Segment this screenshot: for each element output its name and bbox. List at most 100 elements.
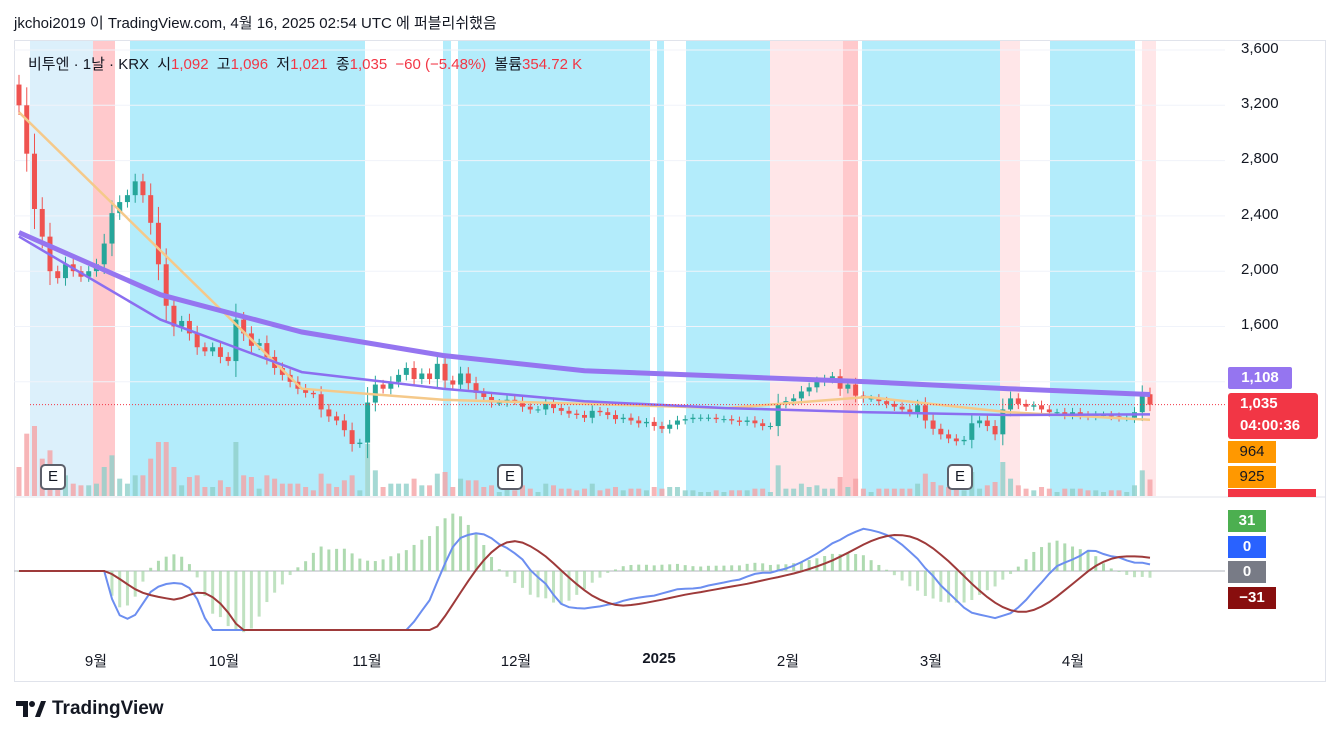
macd-hist-29 [242, 571, 246, 633]
volume-bar-128 [1008, 478, 1014, 496]
candle-body-76 [605, 412, 611, 415]
macd-hist-35 [288, 571, 292, 576]
macd-hist-140 [1102, 563, 1106, 571]
macd-hist-14 [125, 571, 129, 606]
zone-10 [870, 41, 1000, 496]
candle-body-41 [334, 416, 340, 421]
earnings-marker-3[interactable]: E [947, 464, 973, 490]
candle-body-44 [357, 442, 363, 445]
volume-bar-119 [938, 485, 944, 496]
macd-hist-51 [412, 544, 416, 571]
macd-hist-137 [1078, 549, 1082, 571]
open-label: 시 [157, 56, 172, 73]
macd-hist-92 [730, 565, 734, 571]
volume-bar-78 [620, 490, 626, 496]
candle-body-116 [915, 405, 921, 413]
volume-bar-44 [357, 490, 363, 496]
symbol-name[interactable]: 비투엔 · 1날 · KRX [28, 56, 150, 73]
volume-bar-25 [210, 487, 216, 496]
candle-body-134 [1054, 412, 1060, 414]
macd-hist-112 [885, 569, 889, 571]
macd-hist-43 [350, 553, 354, 571]
volume-bar-94 [744, 490, 750, 496]
volume-bar-30 [248, 477, 254, 496]
candle-body-43 [349, 430, 355, 445]
macd-hist-117 [923, 571, 927, 596]
volume-bar-91 [721, 492, 727, 496]
macd-hist-33 [273, 571, 277, 593]
macd-hist-139 [1094, 556, 1098, 571]
macd-hist-108 [854, 554, 858, 571]
volume-bar-1 [24, 433, 30, 496]
zone-6 [686, 41, 770, 496]
publish-header: jkchoi2019 이 TradingView.com, 4월 16, 202… [14, 15, 497, 32]
earnings-marker-1[interactable]: E [40, 464, 66, 490]
candle-body-60 [481, 392, 487, 398]
candle-body-0 [16, 84, 22, 106]
candle-body-85 [674, 420, 680, 425]
volume-bar-84 [667, 487, 673, 496]
zone-5 [657, 41, 664, 496]
zone-8 [843, 41, 858, 496]
candle-body-57 [458, 373, 464, 385]
earnings-marker-2[interactable]: E [497, 464, 523, 490]
candle-body-146 [1147, 394, 1153, 405]
macd-hist-96 [761, 563, 765, 571]
footer-brand[interactable]: TradingView [16, 698, 164, 720]
macd-hist-63 [505, 571, 509, 577]
macd-hist-103 [815, 558, 819, 571]
candle-body-25 [210, 347, 216, 352]
candle-body-113 [891, 403, 897, 407]
macd-hist-122 [962, 571, 966, 603]
time-label-feb: 2월 [776, 653, 800, 670]
volume-bar-12 [109, 455, 115, 496]
candle-body-108 [853, 384, 859, 396]
candles [16, 74, 1153, 459]
candle-body-102 [806, 387, 812, 392]
candle-body-93 [736, 420, 742, 422]
grid [14, 49, 1225, 383]
candle-body-90 [713, 417, 719, 420]
macd-hist-77 [613, 569, 617, 571]
candle-body-12 [109, 213, 115, 244]
volume-bar-133 [1046, 488, 1052, 496]
macd-hist-81 [644, 564, 648, 571]
candle-body-101 [798, 391, 804, 399]
close-value: 1,035 [349, 56, 388, 73]
macd-hist-64 [513, 571, 517, 584]
candle-body-27 [225, 356, 231, 362]
candle-body-61 [489, 397, 495, 403]
volume-bar-61 [489, 485, 495, 496]
macd-hist-54 [435, 526, 439, 571]
volume-bar-27 [225, 487, 231, 496]
volume-bar-26 [217, 480, 223, 496]
change-value: −60 (−5.48%) [395, 56, 487, 73]
volume-bar-13 [117, 478, 123, 496]
macd-hist-36 [296, 567, 300, 571]
candle-body-79 [628, 417, 634, 421]
macd-hist-62 [497, 569, 501, 571]
price-tick-1600: 1,600 [1241, 316, 1279, 333]
macd-line-tag: 0 [1228, 536, 1266, 558]
candle-body-83 [659, 426, 665, 429]
volume-bar-17 [148, 458, 154, 496]
macd-hist-46 [373, 561, 377, 571]
macd-hist-76 [606, 571, 610, 573]
volume-bar-108 [853, 478, 859, 496]
volume-bar-23 [194, 475, 200, 496]
volume-bar-135 [1062, 488, 1068, 496]
volume-bar-100 [791, 488, 797, 496]
volume-bar-145 [1139, 470, 1145, 496]
candle-body-110 [868, 398, 874, 400]
volume-bar-83 [659, 488, 665, 496]
candle-body-115 [907, 409, 913, 413]
candle-body-112 [884, 401, 890, 404]
macd-hist-22 [187, 564, 191, 571]
volume-bar-87 [690, 490, 696, 496]
candle-body-72 [574, 413, 580, 415]
macd-hist-49 [397, 553, 401, 571]
volume-bar-7 [70, 483, 76, 496]
volume-bar-99 [783, 488, 789, 496]
candle-body-118 [930, 420, 936, 429]
